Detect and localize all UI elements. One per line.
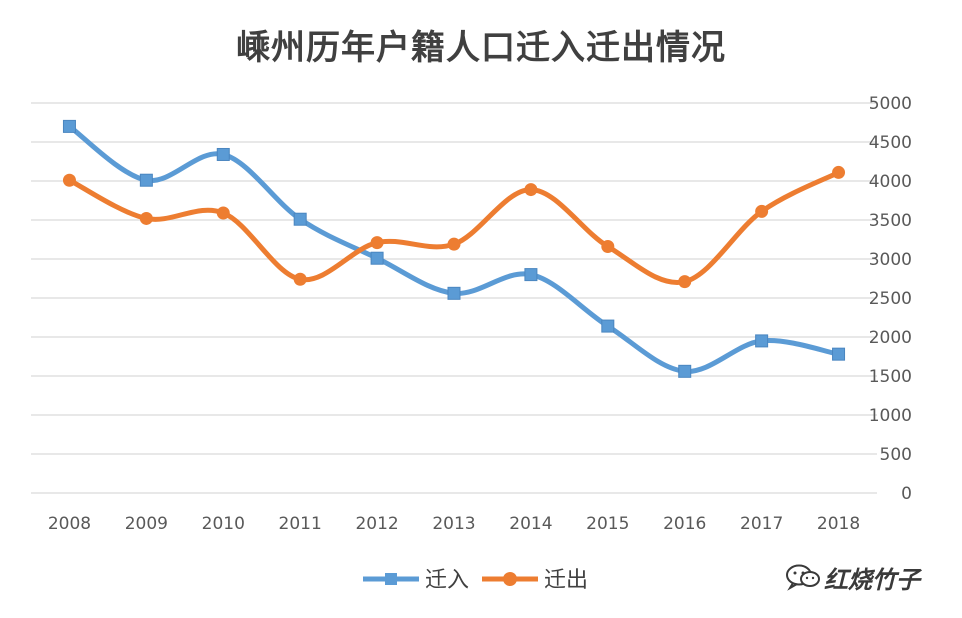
series-line-1 [66, 169, 842, 285]
y-tick-label: 1500 [869, 367, 912, 387]
x-tick-label: 2017 [740, 514, 783, 534]
chart-title: 嵊州历年户籍人口迁入迁出情况 [236, 28, 726, 68]
y-tick-label: 500 [880, 445, 912, 465]
data-point-square [447, 286, 461, 300]
legend-label: 迁出 [544, 568, 588, 593]
x-tick-label: 2013 [432, 514, 475, 534]
data-point-circle [447, 237, 461, 251]
data-point-square [293, 212, 307, 226]
y-tick-label: 0 [901, 484, 912, 504]
y-tick-label: 4500 [869, 133, 912, 153]
x-tick-label: 2009 [125, 514, 168, 534]
data-point-square [601, 319, 615, 333]
data-point-circle [601, 240, 615, 254]
x-tick-label: 2018 [817, 514, 860, 534]
x-tick-label: 2008 [48, 514, 91, 534]
data-point-circle [216, 206, 230, 220]
series-markers [62, 119, 846, 378]
y-tick-label: 2000 [869, 328, 912, 348]
x-tick-label: 2012 [355, 514, 398, 534]
data-point-square [524, 268, 538, 282]
y-tick-label: 4000 [869, 172, 912, 192]
y-axis-ticks: 0 500 1000 1500 2000 2500 3000 3500 4000 4500 5000 [869, 94, 912, 504]
data-point-square [755, 334, 769, 348]
legend: 迁入 迁出 [363, 568, 588, 593]
y-tick-label: 2500 [869, 289, 912, 309]
data-point-square [139, 173, 153, 187]
data-point-circle [62, 173, 76, 187]
data-point-circle [678, 275, 692, 289]
x-tick-label: 2014 [509, 514, 552, 534]
x-tick-label: 2015 [586, 514, 629, 534]
wechat-icon [786, 564, 820, 591]
data-point-circle [755, 204, 769, 218]
watermark: 红烧竹子 [784, 558, 920, 596]
x-tick-label: 2010 [202, 514, 245, 534]
x-tick-label: 2016 [663, 514, 706, 534]
data-point-square [832, 347, 846, 361]
y-tick-label: 5000 [869, 94, 912, 114]
legend-label: 迁入 [425, 568, 469, 593]
x-tick-label: 2011 [279, 514, 322, 534]
y-tick-label: 1000 [869, 406, 912, 426]
data-point-square [678, 364, 692, 378]
y-tick-label: 3000 [869, 250, 912, 270]
x-axis-ticks: 2008 2009 2010 2011 2012 2013 2014 2015 2016 2017… [48, 514, 860, 534]
data-point-circle [293, 272, 307, 286]
data-point-circle [524, 183, 538, 197]
data-point-circle [139, 211, 153, 225]
data-point-circle [832, 165, 846, 179]
gridlines [31, 102, 877, 494]
data-point-square [370, 251, 384, 265]
data-point-square [62, 119, 76, 133]
legend-marker-circle [503, 572, 517, 586]
legend-marker-square [385, 573, 397, 585]
data-point-square [216, 147, 230, 161]
data-point-circle [370, 236, 384, 250]
y-tick-label: 3500 [869, 211, 912, 231]
watermark-text: 红烧竹子 [824, 565, 920, 594]
